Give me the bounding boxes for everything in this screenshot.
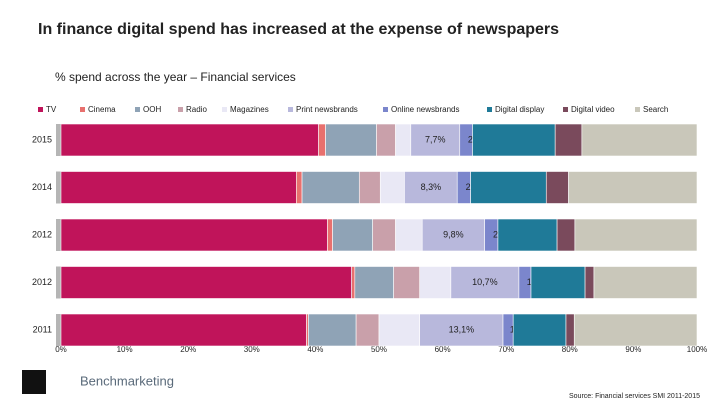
- y-tick-label: 2012: [32, 277, 52, 287]
- bar-edge: [56, 266, 61, 299]
- y-tick-label: 2014: [32, 182, 52, 192]
- bar-segment: [419, 313, 504, 347]
- bar-edge: [56, 219, 61, 251]
- x-tick-label: 90%: [625, 345, 641, 354]
- legend-label: Search: [643, 105, 668, 114]
- legend-swatch: [487, 107, 492, 112]
- y-tick-label: 2012: [32, 229, 52, 239]
- value-label: 8,3%: [421, 182, 442, 192]
- value-label: 10,7%: [472, 277, 498, 287]
- value-label: 9,8%: [443, 229, 464, 239]
- bar-segment: [470, 171, 547, 204]
- bar-segment: [379, 171, 405, 204]
- value-label: 13,1%: [449, 324, 475, 334]
- legend-swatch: [383, 107, 388, 112]
- bar-edge: [56, 124, 61, 156]
- bar-segment: [584, 266, 595, 299]
- x-tick-label: 20%: [180, 345, 196, 354]
- legend-label: TV: [46, 105, 57, 114]
- logo-mark: [22, 370, 46, 394]
- legend-swatch: [222, 107, 227, 112]
- bar-segment: [60, 123, 319, 157]
- bar-segment: [325, 123, 377, 157]
- x-tick-label: 30%: [244, 345, 260, 354]
- bar-segment: [327, 218, 333, 252]
- bar-segment: [376, 123, 396, 157]
- bar-segment: [393, 266, 421, 299]
- legend-label: Digital display: [495, 105, 544, 114]
- bar-segment: [60, 171, 297, 204]
- bar-segment: [450, 266, 520, 299]
- x-tick-label: 70%: [498, 345, 514, 354]
- bar-segment: [296, 171, 303, 204]
- legend-label: Radio: [186, 105, 207, 114]
- bar-segment: [545, 171, 569, 204]
- bar-segment: [378, 313, 421, 347]
- legend-label: OOH: [143, 105, 161, 114]
- bar-segment: [308, 313, 357, 347]
- bar-segment: [354, 266, 394, 299]
- legend-swatch: [135, 107, 140, 112]
- bar-segment: [421, 218, 485, 252]
- legend-label: Print newsbrands: [296, 105, 358, 114]
- x-tick-label: 50%: [371, 345, 387, 354]
- x-tick-label: 60%: [435, 345, 451, 354]
- bar-segment: [301, 171, 360, 204]
- bar-segment: [395, 218, 423, 252]
- bar-segment: [60, 313, 307, 347]
- bar-segment: [355, 313, 380, 347]
- x-tick-label: 40%: [307, 345, 323, 354]
- legend-swatch: [563, 107, 568, 112]
- bar-segment: [581, 123, 698, 157]
- legend-label: Magazines: [230, 105, 269, 114]
- bar-segment: [358, 171, 381, 204]
- y-tick-label: 2011: [33, 324, 52, 334]
- x-tick-label: 80%: [562, 345, 578, 354]
- bar-segment: [318, 123, 326, 157]
- legend-label: Cinema: [88, 105, 116, 114]
- legend-swatch: [178, 107, 183, 112]
- bar-edge: [56, 314, 61, 346]
- source: Source: Financial services SMI 2011-2015: [569, 393, 700, 400]
- legend-swatch: [288, 107, 293, 112]
- chart-subtitle: % spend across the year – Financial serv…: [55, 70, 296, 84]
- bar-segment: [60, 266, 352, 299]
- bar-segment: [574, 218, 698, 252]
- bar-edge: [56, 171, 61, 204]
- bar-segment: [568, 171, 698, 204]
- bar-segment: [573, 313, 698, 347]
- legend-label: Online newsbrands: [391, 105, 459, 114]
- bar-segment: [556, 218, 576, 252]
- chart-title: In finance digital spend has increased a…: [38, 21, 559, 38]
- x-tick-label: 10%: [117, 345, 133, 354]
- x-tick-label: 100%: [687, 345, 707, 354]
- logo-text: Benchmarketing: [80, 373, 174, 388]
- bar-segment: [60, 218, 328, 252]
- legend-swatch: [38, 107, 43, 112]
- bar-segment: [530, 266, 586, 299]
- bar-segment: [497, 218, 558, 252]
- legend-swatch: [635, 107, 640, 112]
- bar-segment: [512, 313, 567, 347]
- bar-segment: [351, 266, 356, 299]
- bar-segment: [554, 123, 583, 157]
- x-tick-label: 0%: [55, 345, 67, 354]
- y-tick-label: 2015: [32, 134, 52, 144]
- bar-segment: [372, 218, 396, 252]
- bar-segment: [332, 218, 373, 252]
- bar-segment: [472, 123, 556, 157]
- value-label: 7,7%: [425, 134, 446, 144]
- bar-segment: [565, 313, 575, 347]
- bar-segment: [419, 266, 452, 299]
- legend-swatch: [80, 107, 85, 112]
- bar-segment: [395, 123, 412, 157]
- bar-segment: [410, 123, 461, 157]
- legend-label: Digital video: [571, 105, 615, 114]
- bar-segment: [593, 266, 698, 299]
